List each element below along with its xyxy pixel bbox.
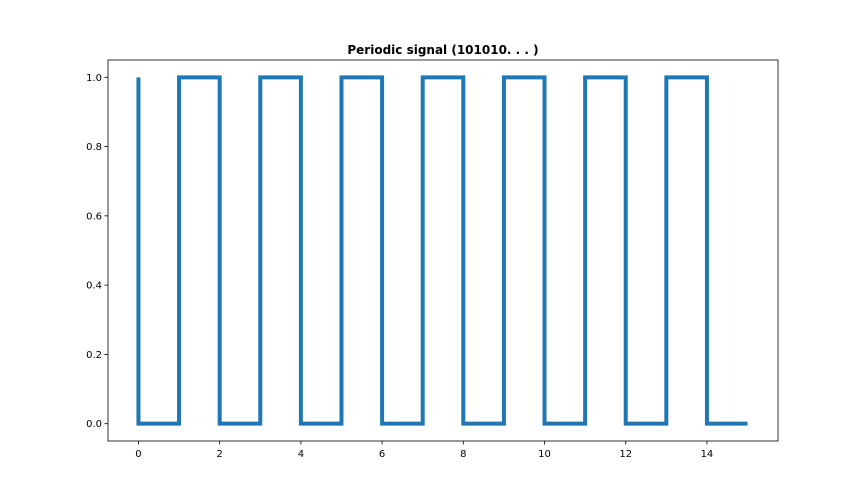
y-tick-label: 0.2 [86,350,102,361]
chart-title: Periodic signal (101010. . . ) [347,43,538,57]
x-tick-label: 4 [298,449,304,460]
x-tick-label: 14 [701,449,714,460]
plot-area: 0 2 4 6 8 10 12 14 0.0 0.2 0.4 0.6 0.8 1.0 [86,59,779,460]
series-line-0 [136,75,748,426]
x-tick-label: 10 [538,449,551,460]
x-tick-label: 0 [135,449,141,460]
x-tick-label: 12 [619,449,632,460]
x-tick-label: 8 [460,449,466,460]
x-tick-label: 2 [216,449,222,460]
y-tick-label: 1.0 [86,73,102,84]
x-tick-label: 6 [379,449,385,460]
y-tick-label: 0.0 [86,419,102,430]
y-tick-label: 0.6 [86,211,102,222]
y-tick-label: 0.8 [86,142,102,153]
y-tick-label: 0.4 [86,281,102,292]
axes-frame [107,59,779,442]
